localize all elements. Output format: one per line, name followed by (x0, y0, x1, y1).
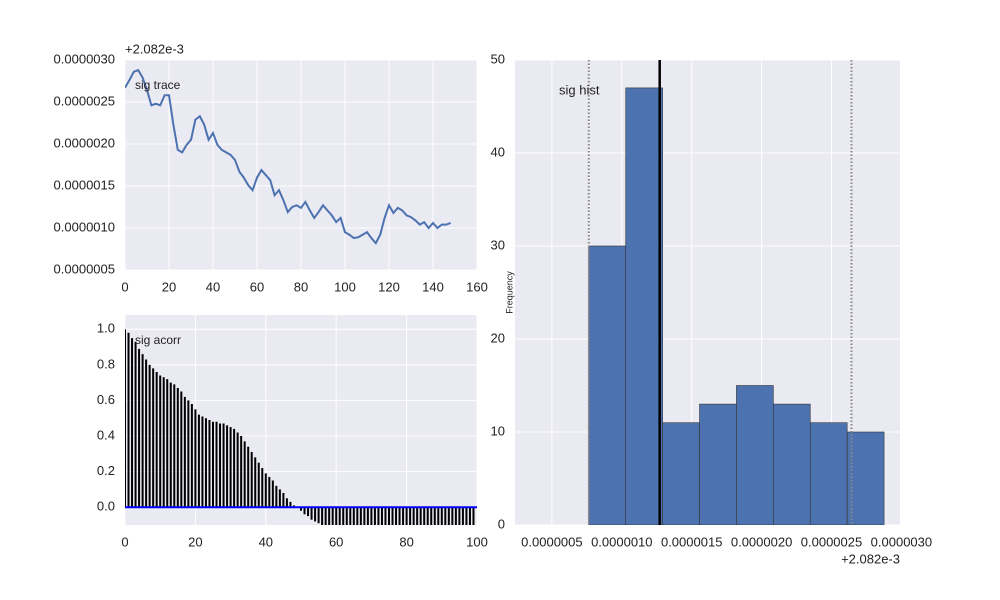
x-tick-label: 160 (466, 279, 488, 294)
x-tick-label: 0 (121, 534, 128, 549)
y-tick-label: 0.0 (97, 499, 115, 514)
x-tick-label: 60 (250, 279, 264, 294)
x-tick-label: 20 (188, 534, 202, 549)
y-tick-label: 0.0000025 (54, 93, 115, 108)
y-tick-label: 0.0000015 (54, 177, 115, 192)
y-tick-label: 0.4 (97, 427, 115, 442)
hist-bar (662, 422, 700, 525)
x-tick-label: 120 (378, 279, 400, 294)
plot-background (125, 315, 477, 525)
x-tick-label: 0.0000015 (661, 534, 722, 549)
y-tick-label: 30 (491, 237, 505, 252)
trace-line (125, 68, 451, 245)
annotation: sig acorr (135, 333, 181, 347)
plot-area (125, 329, 477, 525)
plot-area (587, 60, 885, 525)
annotation: sig trace (135, 78, 181, 92)
y-tick-label: 0.6 (97, 392, 115, 407)
y-tick-label: 0.0000005 (54, 261, 115, 276)
axes: 0 20 40 60 80 100 120 140 160 0.0000005 0.0000010 0… (54, 41, 488, 294)
x-tick-label: 80 (294, 279, 308, 294)
y-tick-label: 0.0000030 (54, 51, 115, 66)
x-tick-label: 0.0000025 (801, 534, 862, 549)
offset-label: +2.082e-3 (125, 41, 184, 56)
y-tick-label: 40 (491, 144, 505, 159)
hist-bar (773, 403, 811, 525)
x-tick-label: 100 (334, 279, 356, 294)
y-tick-label: 0.2 (97, 463, 115, 478)
y-tick-label: 1.0 (97, 321, 115, 336)
hist-bar (699, 403, 737, 525)
x-tick-label: 40 (206, 279, 220, 294)
x-tick-label: 0.0000010 (591, 534, 652, 549)
x-tick-label: 140 (422, 279, 444, 294)
y-axis-label: Frequency (504, 271, 514, 314)
x-tick-label: 0.0000005 (521, 534, 582, 549)
x-tick-label: 100 (466, 534, 488, 549)
hist-bar (625, 87, 663, 525)
x-tick-label: 0.0000030 (871, 534, 932, 549)
y-tick-label: 20 (491, 330, 505, 345)
y-tick-label: 0.0000010 (54, 219, 115, 234)
y-tick-label: 0 (498, 516, 505, 531)
offset-label: +2.082e-3 (841, 551, 900, 566)
x-tick-label: 40 (259, 534, 273, 549)
y-tick-label: 0.8 (97, 356, 115, 371)
y-tick-label: 0.0000020 (54, 135, 115, 150)
x-tick-label: 60 (329, 534, 343, 549)
hist-bar (809, 422, 848, 525)
plot-area (125, 68, 451, 245)
annotation: sig hist (559, 82, 600, 97)
hist-bar (736, 385, 774, 525)
axes: 0 20 40 60 80 100 0.0 0.2 0.4 0.6 0.8 1.0 sig acorr (97, 315, 488, 549)
hist-bar (588, 245, 627, 525)
axes: 0.0000005 0.0000010 0.0000015 0.0000020 0.00… (491, 51, 933, 566)
x-tick-label: 20 (162, 279, 176, 294)
x-tick-label: 0.0000020 (731, 534, 792, 549)
hist-bar (846, 431, 885, 525)
y-tick-label: 50 (491, 51, 505, 66)
x-tick-label: 0 (121, 279, 128, 294)
y-tick-label: 10 (491, 423, 505, 438)
x-tick-label: 80 (399, 534, 413, 549)
